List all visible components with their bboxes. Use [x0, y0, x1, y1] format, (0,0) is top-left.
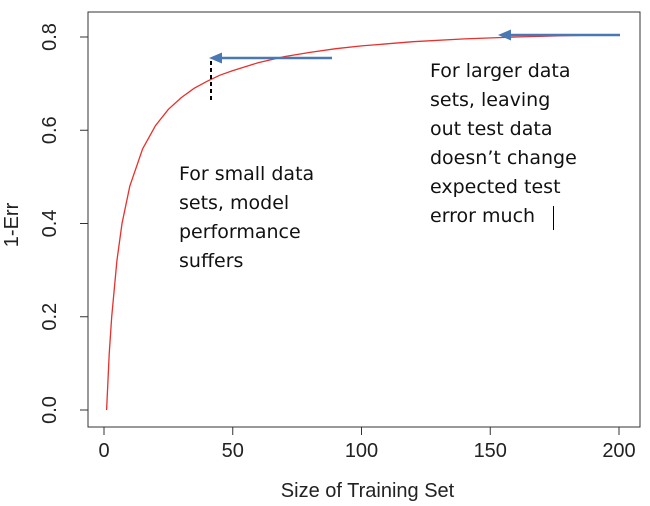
annotation-small-data: For small data sets, model performance s…: [179, 163, 315, 272]
x-tick-label: 100: [345, 440, 378, 462]
x-tick-label: 0: [98, 440, 109, 462]
x-axis-label: Size of Training Set: [281, 480, 455, 502]
x-tick-label: 150: [474, 440, 507, 462]
y-tick-label: 0.8: [39, 23, 61, 51]
y-tick-label: 0.2: [39, 303, 61, 331]
arrow-small-head: [209, 52, 222, 64]
arrow-large-head: [498, 29, 511, 41]
y-tick-label: 0.4: [39, 210, 61, 238]
text-cursor: [553, 206, 554, 230]
x-tick-label: 200: [602, 440, 635, 462]
annotation-large-data: For larger data sets, leaving out test d…: [430, 60, 577, 227]
y-axis: 0.0 0.2 0.4 0.6 0.8: [39, 23, 89, 424]
x-tick-label: 50: [222, 440, 244, 462]
y-tick-label: 0.0: [39, 396, 61, 424]
annotation-layer: [209, 29, 620, 101]
series-line: [105, 34, 620, 411]
x-axis: 0 50 100 150 200: [98, 426, 636, 462]
y-axis-label: 1-Err: [1, 202, 23, 247]
y-tick-label: 0.6: [39, 116, 61, 144]
